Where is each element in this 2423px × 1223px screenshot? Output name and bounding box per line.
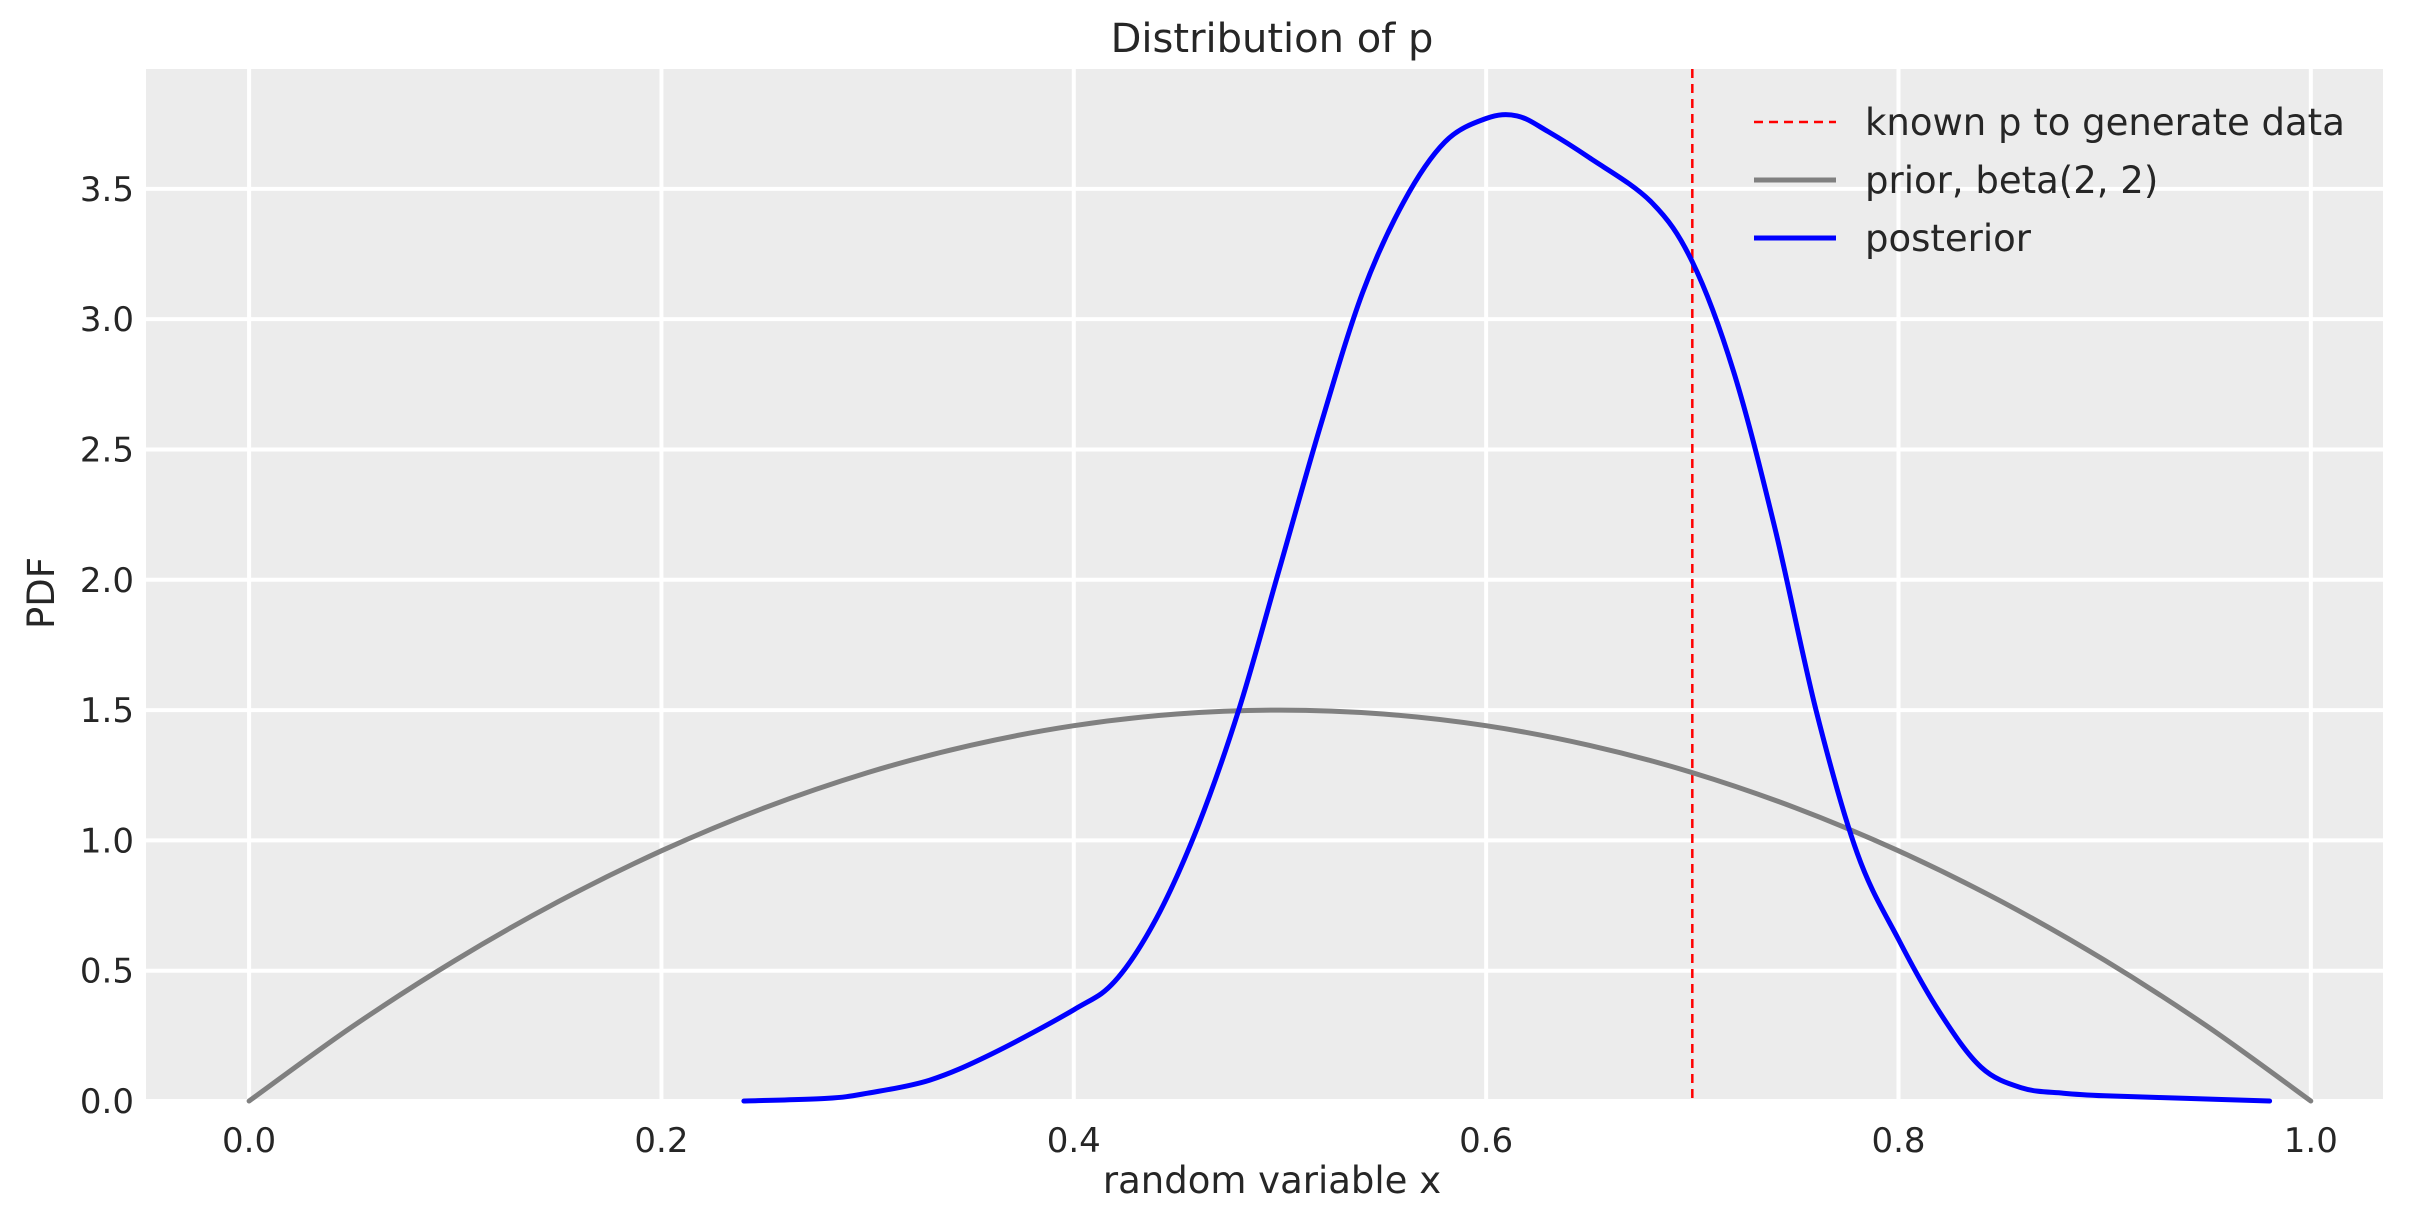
- y-tick-label: 0.0: [80, 1082, 134, 1122]
- legend-label-known-p: known p to generate data: [1865, 101, 2345, 144]
- x-tick-label: 0.8: [1871, 1121, 1925, 1161]
- y-tick-label: 2.5: [80, 430, 134, 470]
- legend: known p to generate data prior, beta(2, …: [1754, 101, 2345, 260]
- x-tick-label: 0.2: [634, 1121, 688, 1161]
- legend-label-posterior: posterior: [1865, 217, 2032, 260]
- x-tick-label: 1.0: [2284, 1121, 2338, 1161]
- y-tick-label: 1.5: [80, 691, 134, 731]
- y-tick-labels: 0.0 0.5 1.0 1.5 2.0 2.5 3.0 3.5: [80, 170, 134, 1122]
- series-layer: [246, 69, 2314, 1104]
- y-tick-label: 1.0: [80, 821, 134, 861]
- x-tick-label: 0.4: [1047, 1121, 1101, 1161]
- y-axis-label: PDF: [20, 557, 63, 629]
- prior-line: [246, 707, 2314, 1104]
- y-tick-label: 2.0: [80, 561, 134, 601]
- y-tick-label: 0.5: [80, 952, 134, 992]
- chart-title: Distribution of p: [1111, 16, 1434, 62]
- y-tick-label: 3.5: [80, 170, 134, 210]
- legend-label-prior: prior, beta(2, 2): [1865, 159, 2158, 202]
- y-tick-label: 3.0: [80, 300, 134, 340]
- x-axis-label: random variable x: [1103, 1159, 1441, 1202]
- posterior-line: [741, 112, 2273, 1104]
- plot-background: [146, 69, 2383, 1101]
- x-tick-labels: 0.0 0.2 0.4 0.6 0.8 1.0: [222, 1121, 2338, 1161]
- x-tick-label: 0.0: [222, 1121, 276, 1161]
- x-tick-label: 0.6: [1459, 1121, 1513, 1161]
